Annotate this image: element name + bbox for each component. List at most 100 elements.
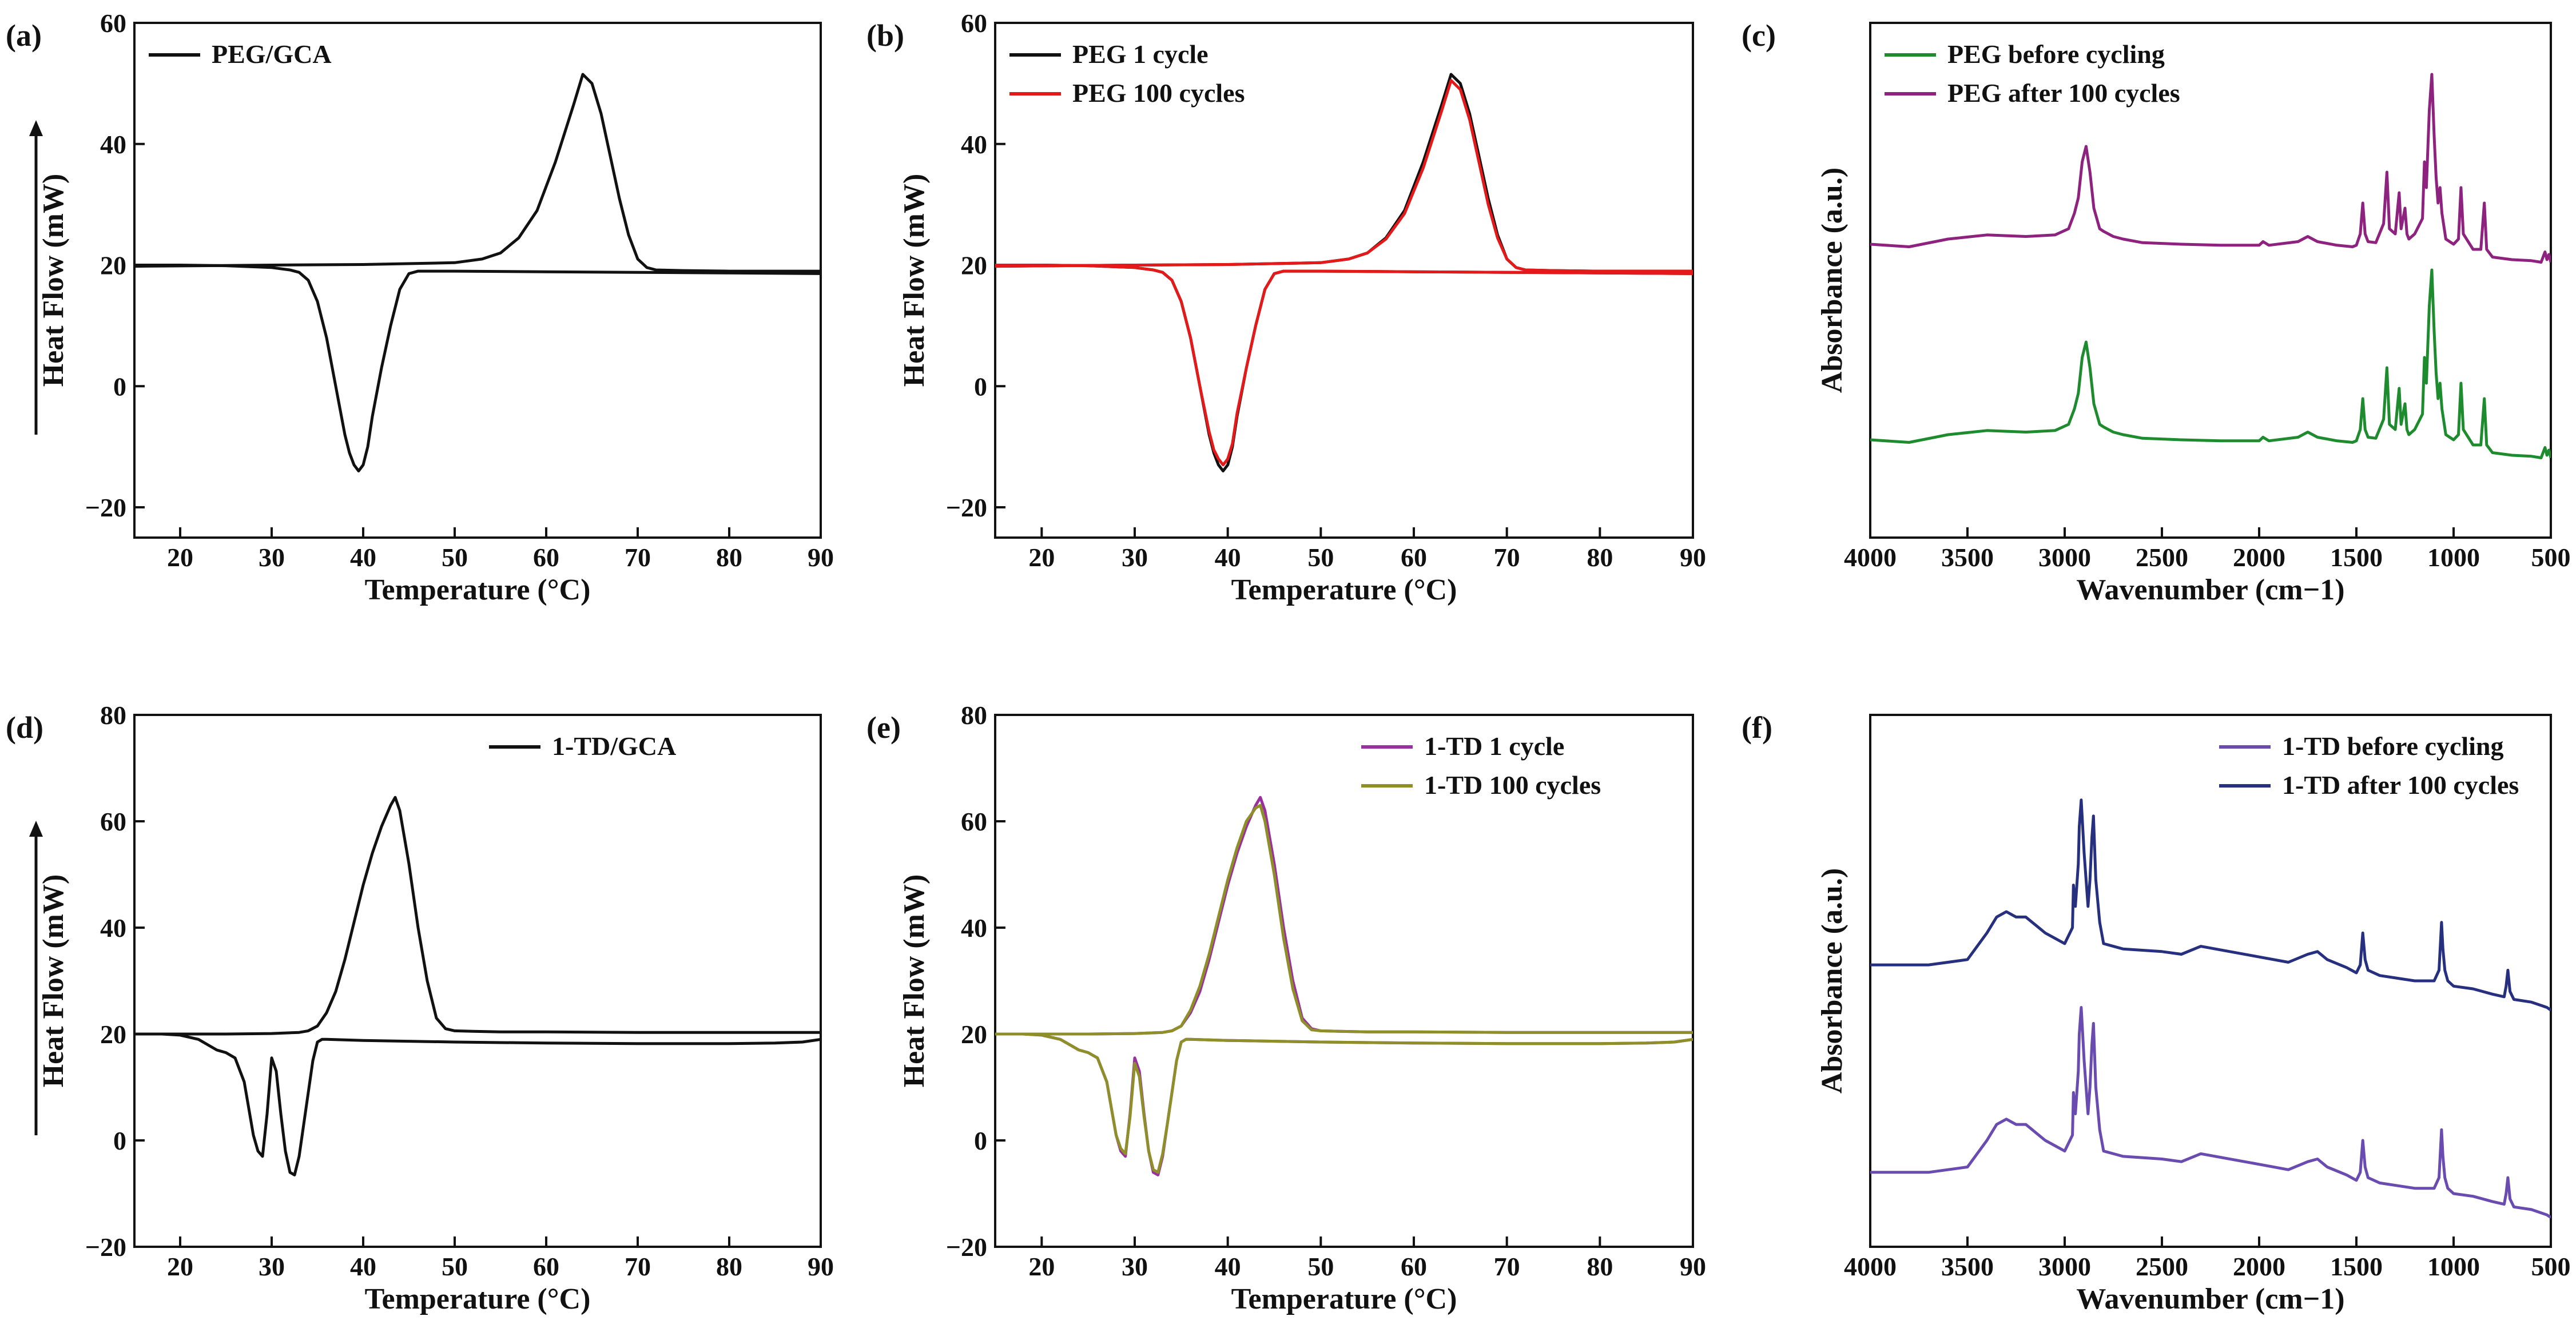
series-line-1-td-gca	[134, 1032, 821, 1176]
series-curves	[1870, 798, 2551, 1219]
legend-label: 1-TD/GCA	[552, 731, 676, 761]
y-tick-label: 40	[100, 130, 126, 159]
x-tick-label: 60	[1401, 1252, 1427, 1281]
legend-label: 1-TD 100 cycles	[1424, 770, 1601, 800]
x-axis-label: Temperature (°C)	[1231, 1283, 1457, 1315]
legend-label: 1-TD 1 cycle	[1424, 731, 1564, 761]
x-tick-label: 4000	[1844, 1252, 1897, 1281]
legend-label: PEG before cycling	[1947, 39, 2165, 69]
x-tick-label: 80	[1587, 1252, 1613, 1281]
y-tick-label: 60	[961, 807, 987, 836]
y-axis-label: Heat Flow (mW)	[37, 874, 70, 1088]
legend-item: 1-TD after 100 cycles	[2219, 770, 2519, 800]
plot-frame	[1869, 22, 2552, 539]
series-curves	[995, 73, 1693, 472]
y-axis-label: Heat Flow (mW)	[898, 174, 931, 387]
legend-item: PEG 100 cycles	[1009, 78, 1245, 108]
x-tick-label: 1500	[2330, 1252, 2383, 1281]
x-tick-label: 40	[1215, 1252, 1241, 1281]
y-tick-label: 60	[100, 9, 126, 38]
x-tick-label: 20	[1028, 543, 1055, 572]
y-tick-label: 80	[961, 701, 987, 730]
series-line-peg-gca	[134, 264, 821, 472]
x-tick-label: 60	[533, 543, 559, 572]
y-tick-label: 20	[961, 1020, 987, 1049]
x-tick-label: 70	[625, 543, 651, 572]
plot-frame	[994, 714, 1694, 1248]
panel-e: 20 30 40 50 60 70 80 90 −20 0 20 40 60 80 Temperature …	[866, 701, 1706, 1315]
y-ticks: −20 0 20 40 60	[946, 9, 1005, 522]
series-line-1-td-after-100-cycles	[1870, 798, 2551, 1012]
y-axis-label: Absorbance (a.u.)	[1816, 168, 1848, 393]
x-tick-label: 50	[442, 543, 468, 572]
x-tick-label: 1000	[2427, 543, 2480, 572]
x-tick-label: 90	[808, 543, 834, 572]
x-tick-label: 50	[442, 1252, 468, 1281]
plot-frame	[994, 22, 1694, 539]
legend-item: PEG before cycling	[1885, 39, 2165, 69]
x-tick-label: 30	[1122, 543, 1148, 572]
legend: PEG before cycling PEG after 100 cycles	[1885, 39, 2180, 108]
y-tick-label: −20	[946, 1232, 987, 1262]
series-line-1-td-100-cycles	[995, 1032, 1693, 1174]
x-tick-label: 2000	[2233, 1252, 2285, 1281]
panel-label: (a)	[6, 18, 42, 53]
x-ticks: 4000 3500 3000 2500 2000 1500 1000 500	[1844, 527, 2571, 572]
x-tick-label: 3500	[1941, 1252, 1994, 1281]
y-tick-label: 60	[961, 9, 987, 38]
legend-item: PEG 1 cycle	[1009, 39, 1209, 69]
x-tick-label: 30	[1122, 1252, 1148, 1281]
x-axis-label: Temperature (°C)	[1231, 574, 1457, 606]
legend-label: 1-TD after 100 cycles	[2282, 770, 2519, 800]
y-tick-label: 20	[100, 251, 126, 280]
x-tick-label: 80	[716, 1252, 742, 1281]
series-line-peg-100-cycles	[995, 79, 1693, 273]
x-ticks: 20 30 40 50 60 70 80 90	[1028, 527, 1706, 572]
legend-item: 1-TD before cycling	[2219, 731, 2504, 761]
series-line-peg-before-cycling	[1870, 268, 2551, 459]
legend-item: PEG/GCA	[149, 39, 332, 69]
x-axis-label: Wavenumber (cm−1)	[2076, 1283, 2344, 1315]
x-ticks: 20 30 40 50 60 70 80 90	[167, 527, 834, 572]
y-tick-label: 0	[974, 1126, 987, 1155]
y-tick-label: 0	[113, 1126, 126, 1155]
legend: 1-TD/GCA	[489, 731, 676, 761]
x-tick-label: 2000	[2233, 543, 2285, 572]
y-tick-label: −20	[85, 1232, 126, 1262]
x-tick-label: 70	[1494, 1252, 1520, 1281]
legend: 1-TD 1 cycle 1-TD 100 cycles	[1361, 731, 1601, 800]
y-tick-label: 60	[100, 807, 126, 836]
x-tick-label: 3500	[1941, 543, 1994, 572]
y-tick-label: 40	[961, 130, 987, 159]
legend-item: 1-TD 100 cycles	[1361, 770, 1601, 800]
series-line-1-td-1-cycle	[995, 796, 1693, 1036]
legend-label: 1-TD before cycling	[2282, 731, 2504, 761]
x-tick-label: 4000	[1844, 543, 1897, 572]
x-tick-label: 1500	[2330, 543, 2383, 572]
arrow-head-icon	[29, 120, 43, 136]
series-line-peg-1-cycle	[995, 264, 1693, 472]
x-ticks: 20 30 40 50 60 70 80 90	[167, 1236, 834, 1281]
legend-item: 1-TD 1 cycle	[1361, 731, 1564, 761]
y-tick-label: 80	[100, 701, 126, 730]
y-axis-label: Absorbance (a.u.)	[1816, 868, 1848, 1094]
y-axis-label: Heat Flow (mW)	[898, 874, 931, 1088]
x-ticks: 20 30 40 50 60 70 80 90	[1028, 1236, 1706, 1281]
y-axis-label: Heat Flow (mW)	[37, 174, 70, 387]
x-tick-label: 50	[1307, 1252, 1334, 1281]
y-tick-label: 20	[100, 1020, 126, 1049]
legend: PEG/GCA	[149, 39, 332, 69]
series-line-1-td-100-cycles	[995, 804, 1693, 1036]
plot-frame	[133, 22, 822, 539]
x-tick-label: 1000	[2427, 1252, 2480, 1281]
x-tick-label: 30	[259, 1252, 285, 1281]
legend-item: PEG after 100 cycles	[1885, 78, 2180, 108]
series-line-peg-100-cycles	[995, 264, 1693, 467]
legend-item: 1-TD/GCA	[489, 731, 676, 761]
panel-label: (e)	[866, 710, 901, 745]
x-tick-label: 30	[259, 543, 285, 572]
legend-label: PEG/GCA	[212, 39, 332, 69]
panel-f: 4000 3500 3000 2500 2000 1500 1000 500 Wavenumbe…	[1742, 710, 2571, 1315]
